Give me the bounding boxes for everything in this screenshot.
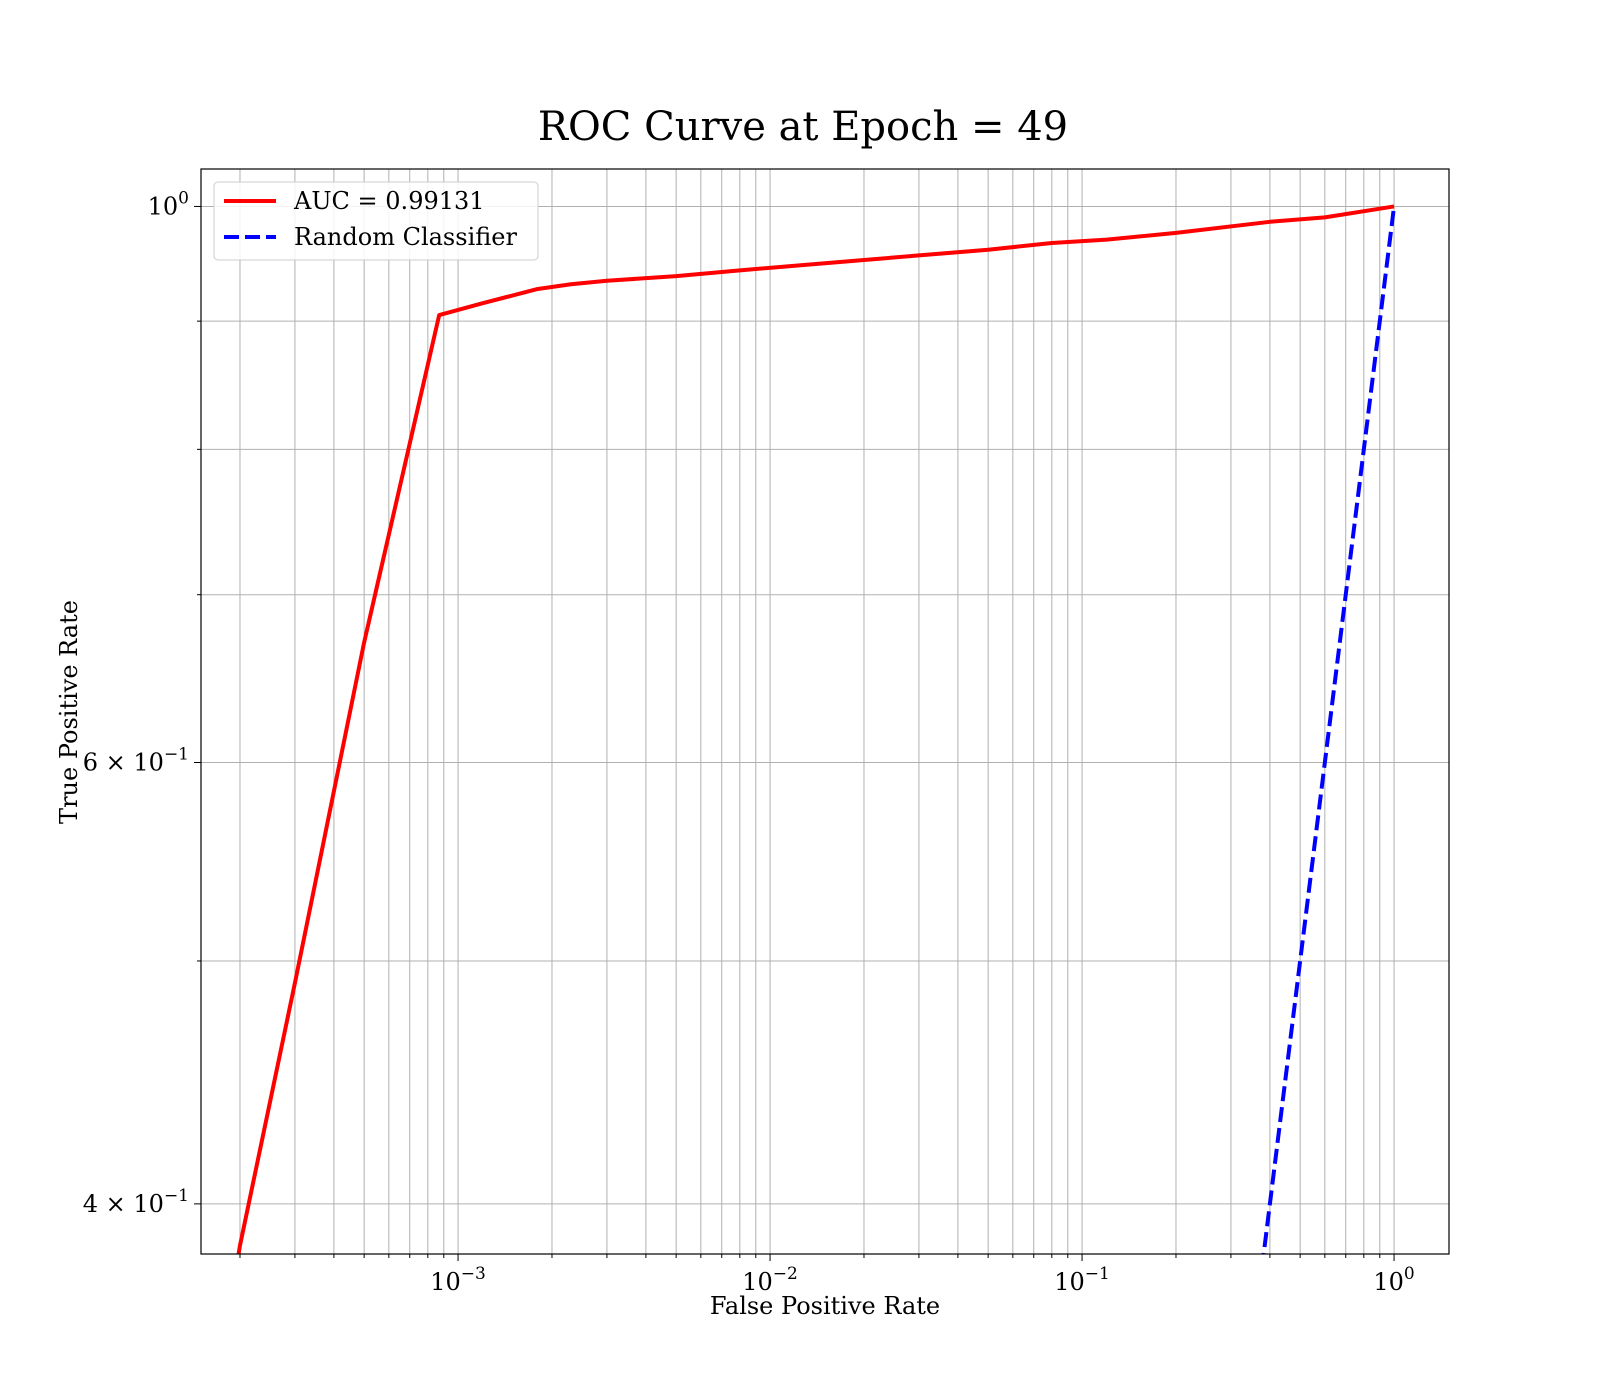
legend-box bbox=[213, 181, 539, 261]
plot-area bbox=[236, 204, 1397, 1254]
x-tick-label: 10−1 bbox=[1054, 1264, 1110, 1296]
ticks: 10−3 10−2 10−1 100 100 6 × 10−1 4 × 10−1 bbox=[83, 188, 1415, 1296]
legend-label-random: Random Classifier bbox=[294, 223, 517, 251]
legend-label-auc: AUC = 0.99131 bbox=[293, 187, 485, 215]
random-classifier-line bbox=[1261, 206, 1397, 1254]
y-tick-label: 100 bbox=[148, 188, 189, 220]
plot-frame bbox=[200, 168, 1450, 1255]
x-axis-label: False Positive Rate bbox=[710, 1292, 940, 1320]
chart-title: ROC Curve at Epoch = 49 bbox=[538, 104, 1068, 150]
y-axis-label: True Positive Rate bbox=[55, 600, 83, 824]
legend: AUC = 0.99131 Random Classifier bbox=[213, 181, 539, 261]
y-tick-label: 6 × 10−1 bbox=[83, 745, 189, 777]
y-tick-label: 4 × 10−1 bbox=[83, 1186, 189, 1218]
roc-curve-line bbox=[236, 204, 1395, 1254]
x-tick-label: 10−3 bbox=[430, 1264, 486, 1296]
x-tick-label: 100 bbox=[1373, 1264, 1414, 1296]
grid bbox=[201, 169, 1449, 1254]
x-tick-label: 10−2 bbox=[742, 1264, 798, 1296]
